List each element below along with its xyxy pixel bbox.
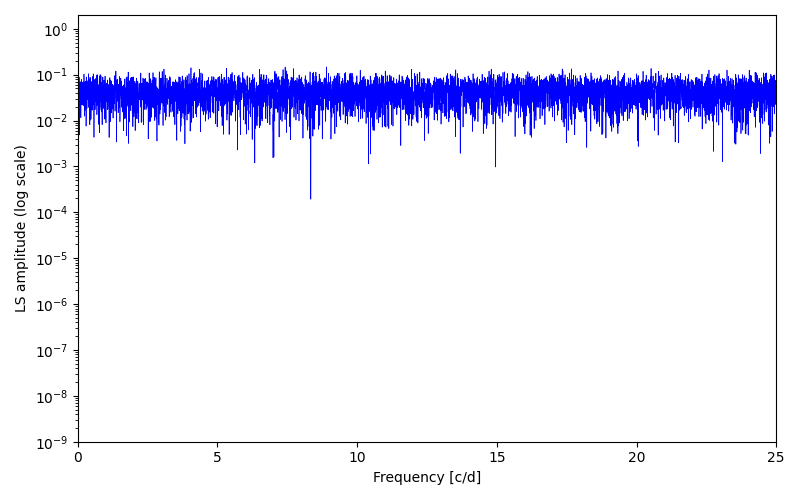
X-axis label: Frequency [c/d]: Frequency [c/d] <box>373 471 481 485</box>
Y-axis label: LS amplitude (log scale): LS amplitude (log scale) <box>15 144 29 312</box>
